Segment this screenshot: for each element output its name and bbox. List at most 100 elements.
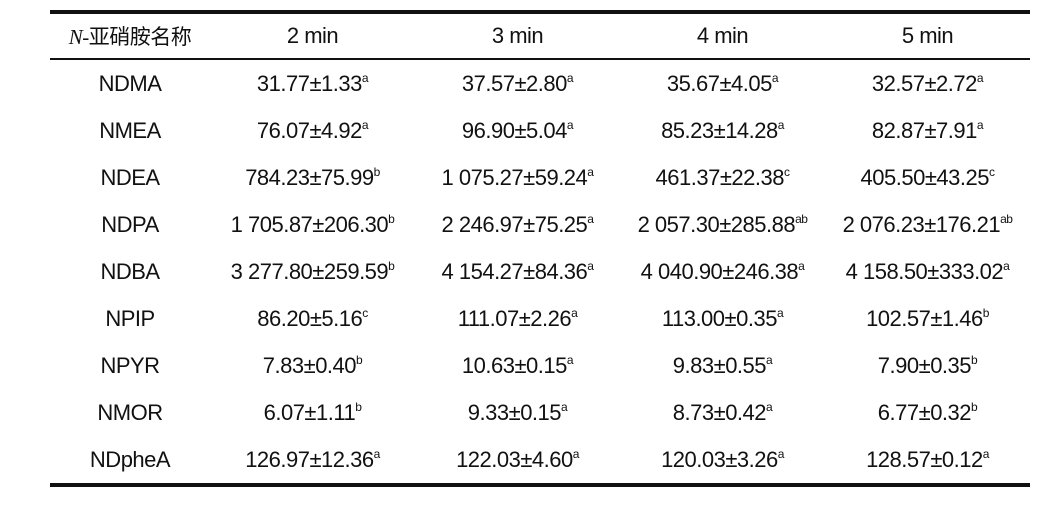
value-cell: 128.57±0.12a (825, 436, 1030, 485)
table-row: NMEA 76.07±4.92a 96.90±5.04a 85.23±14.28a 82… (50, 107, 1030, 154)
value-text: 3 277.80±259.59 (230, 258, 389, 284)
significance-letter: a (361, 70, 369, 85)
value-text: 8.73±0.42 (672, 399, 767, 425)
value-cell: 1 075.27±59.24a (415, 154, 620, 201)
significance-letter: a (566, 70, 574, 85)
value-text: 102.57±1.46 (866, 305, 983, 331)
value-text: 85.23±14.28 (661, 117, 778, 143)
name-cell: NPYR (100, 352, 160, 378)
value-text: 2 057.30±285.88 (637, 211, 796, 237)
value-cell: 9.83±0.55a (620, 342, 825, 389)
name-cell: NDBA (100, 258, 160, 284)
significance-letter: a (587, 258, 594, 273)
value-cell: 461.37±22.38c (620, 154, 825, 201)
value-text: 122.03±4.60 (456, 446, 573, 472)
significance-letter: a (566, 117, 574, 132)
header-cell: N-亚硝胺名称 (50, 12, 210, 60)
value-cell: 2 057.30±285.88ab (620, 201, 825, 248)
value-text: 461.37±22.38 (655, 164, 785, 190)
table-row: NDMA 31.77±1.33a 37.57±2.80a 35.67±4.05a 32.… (50, 59, 1030, 107)
value-text: 6.77±0.32 (877, 399, 972, 425)
significance-letter: a (561, 399, 568, 414)
value-cell: 122.03±4.60a (415, 436, 620, 485)
significance-letter: a (766, 399, 773, 414)
significance-letter: b (388, 258, 395, 273)
significance-letter: a (976, 117, 984, 132)
value-text: 120.03±3.26 (661, 446, 778, 472)
value-cell: 7.90±0.35b (825, 342, 1030, 389)
value-text: 2 246.97±75.25 (441, 211, 588, 237)
value-text: 4 040.90±246.38 (640, 258, 799, 284)
value-cell: 405.50±43.25c (825, 154, 1030, 201)
value-text: 1 705.87±206.30 (230, 211, 389, 237)
value-text: 405.50±43.25 (860, 164, 990, 190)
header-cell: 5 min (825, 12, 1030, 60)
value-cell: 113.00±0.35a (620, 295, 825, 342)
significance-letter: b (971, 352, 978, 367)
significance-letter: a (587, 164, 594, 179)
value-text: 35.67±4.05 (666, 70, 772, 96)
value-text: 4 158.50±333.02 (845, 258, 1004, 284)
value-cell: 3 277.80±259.59b (210, 248, 415, 295)
significance-letter: a (373, 446, 381, 461)
name-cell: NPIP (105, 305, 155, 331)
significance-letter: a (771, 70, 779, 85)
value-cell: 2 076.23±176.21ab (825, 201, 1030, 248)
name-cell: NMOR (97, 399, 163, 425)
data-table: N-亚硝胺名称 2 min 3 min 4 min 5 min NDMA 31.77±1.… (50, 10, 1030, 487)
table-header: N-亚硝胺名称 2 min 3 min 4 min 5 min (50, 12, 1030, 60)
value-cell: 6.07±1.11b (210, 389, 415, 436)
header-italic: N (68, 25, 83, 49)
significance-letter: a (1003, 258, 1010, 273)
value-cell: 82.87±7.91a (825, 107, 1030, 154)
significance-letter: b (356, 352, 363, 367)
value-text: 4 154.27±84.36 (441, 258, 588, 284)
value-text: 96.90±5.04 (461, 117, 567, 143)
significance-letter: b (355, 399, 362, 414)
header-text: -亚硝胺名称 (82, 25, 192, 49)
significance-letter: c (988, 164, 995, 179)
header-cell: 2 min (210, 12, 415, 60)
significance-letter: a (777, 117, 785, 132)
significance-letter: a (776, 305, 784, 320)
header-cell: 4 min (620, 12, 825, 60)
significance-letter: a (766, 352, 773, 367)
value-text: 7.90±0.35 (877, 352, 972, 378)
value-cell: 111.07±2.26a (415, 295, 620, 342)
name-cell: NMEA (99, 117, 161, 143)
value-cell: 4 040.90±246.38a (620, 248, 825, 295)
table-row: NPIP 86.20±5.16c 111.07±2.26a 113.00±0.35a 1… (50, 295, 1030, 342)
significance-letter: ab (795, 211, 808, 226)
value-cell: 126.97±12.36a (210, 436, 415, 485)
significance-letter: a (361, 117, 369, 132)
value-cell: 1 705.87±206.30b (210, 201, 415, 248)
value-cell: 7.83±0.40b (210, 342, 415, 389)
value-text: 111.07±2.26 (457, 305, 572, 331)
name-cell: NDpheA (89, 446, 171, 472)
name-cell: NDEA (100, 164, 160, 190)
value-cell: 4 158.50±333.02a (825, 248, 1030, 295)
value-cell: 32.57±2.72a (825, 59, 1030, 107)
value-cell: 37.57±2.80a (415, 59, 620, 107)
significance-letter: ab (1000, 211, 1013, 226)
value-cell: 10.63±0.15a (415, 342, 620, 389)
table-body: NDMA 31.77±1.33a 37.57±2.80a 35.67±4.05a 32.… (50, 59, 1030, 485)
value-cell: 9.33±0.15a (415, 389, 620, 436)
value-text: 784.23±75.99 (245, 164, 374, 190)
value-cell: 8.73±0.42a (620, 389, 825, 436)
value-cell: 35.67±4.05a (620, 59, 825, 107)
value-text: 113.00±0.35 (661, 305, 778, 331)
value-text: 82.87±7.91 (871, 117, 977, 143)
value-cell: 784.23±75.99b (210, 154, 415, 201)
significance-letter: b (971, 399, 978, 414)
value-text: 31.77±1.33 (256, 70, 362, 96)
significance-letter: a (798, 258, 805, 273)
value-cell: 85.23±14.28a (620, 107, 825, 154)
value-text: 7.83±0.40 (262, 352, 357, 378)
value-text: 128.57±0.12 (866, 446, 983, 472)
significance-letter: b (982, 305, 990, 320)
table-row: NDPA 1 705.87±206.30b 2 246.97±75.25a 2 057… (50, 201, 1030, 248)
value-cell: 120.03±3.26a (620, 436, 825, 485)
value-text: 6.07±1.11 (263, 399, 356, 425)
significance-letter: a (572, 446, 580, 461)
